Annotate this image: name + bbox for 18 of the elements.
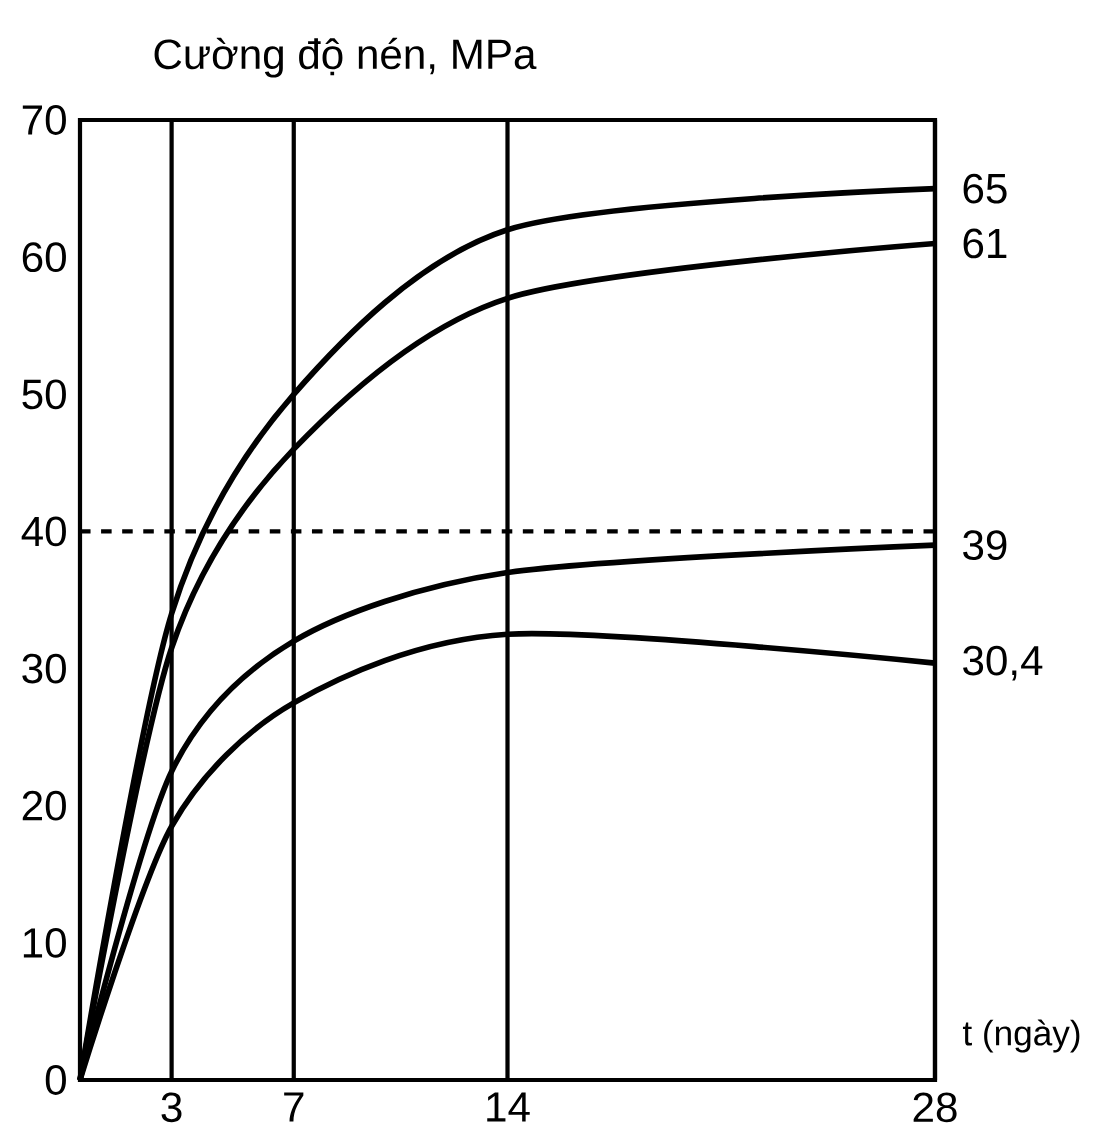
x-tick-label: 14 — [487, 1092, 530, 1122]
data-label: 30,4 — [963, 645, 1043, 681]
data-label: 39 — [963, 530, 1007, 561]
x-tick-label: 7 — [284, 1092, 304, 1122]
y-tick-label: 10 — [23, 927, 66, 958]
y-tick-label: 50 — [22, 379, 66, 410]
y-tick-label: 40 — [21, 516, 66, 547]
y-tick-label: 0 — [45, 1065, 66, 1095]
x-tick-label: 28 — [913, 1092, 957, 1123]
y-tick-label: 70 — [22, 105, 66, 135]
data-label: 61 — [963, 228, 1007, 259]
y-tick-label: 20 — [22, 790, 66, 821]
x-tick-label: 3 — [161, 1092, 182, 1123]
y-axis-title: Cường độ nén, MPa — [154, 37, 537, 78]
data-label: 65 — [963, 173, 1007, 204]
x-axis-title: t (ngày) — [962, 1019, 1080, 1053]
y-tick-label: 60 — [22, 242, 66, 273]
y-tick-label: 30 — [22, 653, 66, 684]
